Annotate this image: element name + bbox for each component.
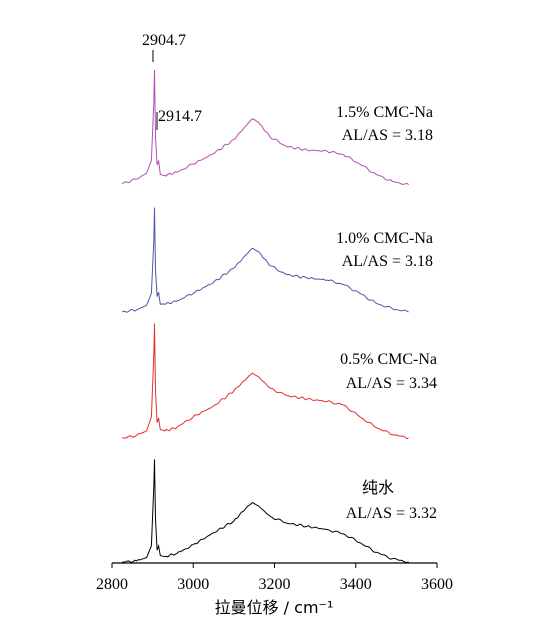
series-line-3 [122,323,409,440]
series-ratio-4: AL/AS = 3.32 [346,505,437,522]
series-ratio-1: AL/AS = 3.18 [342,127,433,144]
peak-annotation-2904-7: 2904.7 [142,32,186,49]
x-tick-label-3600: 3600 [421,576,453,593]
x-tick-label-2800: 2800 [96,576,128,593]
x-tick-label-3000: 3000 [177,576,209,593]
series-line-4 [122,459,409,563]
series-line-2 [121,207,409,313]
series-ratio-3: AL/AS = 3.34 [346,375,437,392]
x-axis-ticks: 2800 3000 3200 3400 3600 [96,563,453,593]
series-name-4: 纯水 [362,479,394,497]
x-axis-label: 拉曼位移 / cm⁻¹ [215,598,334,617]
series-name-1: 1.5% CMC-Na [336,104,433,121]
plot-area [121,69,409,563]
x-tick-label-3200: 3200 [259,576,291,593]
peak-annotation-2914-7: 2914.7 [158,108,202,125]
x-tick-label-3400: 3400 [340,576,372,593]
series-line-1 [121,69,409,186]
series-name-3: 0.5% CMC-Na [340,351,437,368]
series-name-2: 1.0% CMC-Na [336,230,433,247]
series-ratio-2: AL/AS = 3.18 [342,253,433,270]
